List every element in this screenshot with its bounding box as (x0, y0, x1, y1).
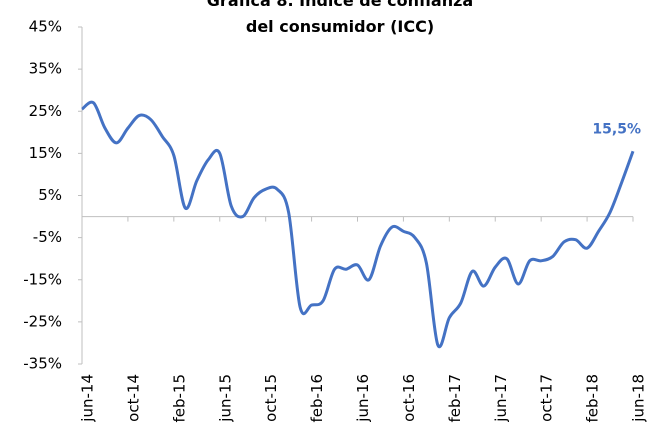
y-tick-label: -5% (33, 228, 62, 246)
x-tick-label: feb-17 (446, 374, 464, 423)
y-tick-label: 45% (29, 18, 62, 36)
y-tick-label: -15% (23, 270, 62, 288)
data-label: 15,5% (592, 121, 641, 137)
x-tick-label: oct-17 (538, 374, 556, 422)
y-tick-label: 25% (29, 102, 62, 120)
x-tick-label: oct-15 (262, 374, 280, 422)
data-line (81, 100, 635, 349)
y-tick-label: 35% (29, 60, 62, 78)
x-tick-label: jun-16 (354, 374, 372, 423)
x-tick-label: jun-14 (79, 374, 97, 423)
y-tick-label: 5% (38, 186, 62, 204)
chart-title: Gráfica 8. Índice de confianza del consu… (206, 0, 474, 36)
x-tick-label: feb-18 (584, 374, 602, 423)
y-tick-label: -25% (23, 312, 62, 330)
x-tick-label: jun-17 (492, 374, 510, 423)
x-tick-label: feb-15 (170, 374, 188, 423)
x-tick-label: feb-16 (308, 374, 326, 423)
x-tick-label: oct-16 (400, 374, 418, 422)
x-tick-label: jun-18 (630, 374, 648, 423)
y-tick-label: -35% (23, 355, 62, 373)
x-tick-label: jun-15 (216, 374, 234, 423)
x-tick-label: oct-14 (124, 374, 142, 422)
y-tick-label: 15% (29, 144, 62, 162)
